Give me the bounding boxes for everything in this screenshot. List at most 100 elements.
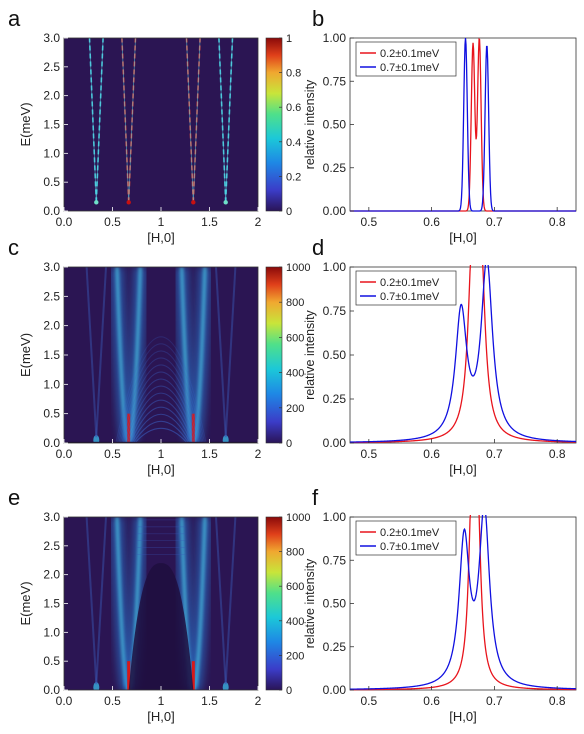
heatmap-plot-area: [64, 267, 258, 443]
x-tick-label: 2: [255, 694, 262, 708]
colorbar-tick-label: 600: [286, 581, 304, 593]
y-tick-label: 0.50: [323, 118, 347, 132]
continuum-edge: [191, 517, 207, 690]
x-tick-label: 0.0: [56, 694, 73, 708]
dispersion-branch-core: [89, 38, 97, 203]
y-tick-label: 0.5: [43, 407, 60, 421]
x-tick-label: 1: [158, 694, 165, 708]
y-tick-label: 0.25: [323, 640, 347, 654]
fringe-arc: [124, 378, 198, 443]
y-tick-label: 2.0: [43, 89, 60, 103]
y-tick-label: 0.5: [43, 654, 60, 668]
y-tick-label: 2.5: [43, 539, 60, 553]
y-tick-label: 1.0: [43, 146, 60, 160]
colorbar-tick-label: 0.8: [286, 68, 301, 80]
colorbar-tick-label: 400: [286, 616, 304, 628]
y-tick-label: 2.5: [43, 289, 60, 303]
y-axis-label: E(meV): [18, 581, 33, 625]
legend: 0.2±0.1meV 0.7±0.1meV: [355, 41, 457, 77]
y-tick-label: 0.5: [43, 175, 60, 189]
colorbar: 0 200 400 600 800 1000: [265, 262, 310, 450]
y-tick-label: 0.75: [323, 304, 347, 318]
x-tick-label: 2: [255, 215, 262, 229]
x-tick-label: 0.5: [360, 447, 377, 461]
heatmap-panel-a: 0.0 0.5 1 1.5 2 0.0 0.5 1.0 1.5 2.0 2.5 3.0 [H,0] E(m…: [8, 6, 301, 245]
y-tick-label: 3.0: [43, 510, 60, 524]
continuum-edge: [115, 267, 131, 443]
series-line-blue: [350, 265, 576, 443]
y-tick-label: 0.0: [43, 683, 60, 697]
colorbar-tick-label: 600: [286, 332, 304, 344]
y-axis-label: E(meV): [18, 333, 33, 377]
weak-branch: [95, 517, 107, 685]
colorbar-tick-label: 1000: [286, 512, 310, 524]
y-tick-label: 2.0: [43, 319, 60, 333]
line-panel-f: 0.5 0.6 0.7 0.8 0.00 0.25 0.50 0.75 1.00 [H,0] rel…: [303, 485, 577, 724]
legend-box: [355, 270, 457, 306]
x-tick-label: 1.5: [201, 694, 218, 708]
y-axis-label: E(meV): [18, 102, 33, 146]
colorbar-scale: [265, 266, 283, 444]
legend-entry: 0.7±0.1meV: [380, 291, 440, 303]
legend: 0.2±0.1meV 0.7±0.1meV: [355, 270, 457, 306]
x-tick-label: 0.6: [423, 694, 440, 708]
y-tick-label: 1.00: [323, 510, 347, 524]
x-tick-label: 0.0: [56, 447, 73, 461]
dispersion-branch-core: [121, 38, 130, 203]
legend-entry: 0.2±0.1meV: [380, 48, 440, 60]
y-axis-label: relative intensity: [303, 79, 317, 169]
weak-branch: [224, 517, 237, 685]
heatmap-panel-c: 0.0 0.5 1 1.5 2 0.0 0.5 1.0 1.5 2.0 2.5 3.0 [H,0] E(m…: [8, 235, 310, 477]
x-tick-label: 1: [158, 447, 165, 461]
y-tick-label: 1.00: [323, 260, 347, 274]
fringe-arc: [118, 350, 204, 443]
continuum-edge: [115, 517, 131, 690]
heatmap-plot-area: [85, 517, 237, 690]
x-tick-label: 0.5: [360, 215, 377, 229]
y-tick-label: 3.0: [43, 260, 60, 274]
gap-point: [126, 200, 131, 205]
panel-letter: f: [312, 485, 319, 510]
legend-entry: 0.2±0.1meV: [380, 527, 440, 539]
x-tick-label: 0.6: [423, 447, 440, 461]
y-tick-label: 0.0: [43, 436, 60, 450]
colorbar-scale: [265, 37, 283, 212]
x-tick-label: 1: [158, 215, 165, 229]
y-tick-label: 1.5: [43, 597, 60, 611]
fringe-arc: [129, 406, 193, 443]
y-tick-label: 0.75: [323, 553, 347, 567]
x-axis-label: [H,0]: [147, 462, 174, 477]
panel-letter: b: [312, 6, 324, 31]
weak-branch: [224, 267, 237, 438]
series-line-blue: [350, 515, 576, 690]
x-tick-label: 0.7: [486, 447, 503, 461]
x-tick-label: 0.8: [549, 215, 566, 229]
colorbar-tick-label: 1: [286, 33, 292, 45]
weak-branch: [85, 267, 98, 438]
weak-mode: [93, 682, 100, 690]
fringe-arc: [127, 392, 195, 443]
x-axis-label: [H,0]: [147, 230, 174, 245]
weak-branch: [85, 517, 98, 685]
colorbar-tick-label: 0.2: [286, 171, 301, 183]
y-tick-label: 0.00: [323, 436, 347, 450]
x-tick-label: 0.5: [104, 694, 121, 708]
continuum-edge: [180, 267, 195, 443]
line-panel-b: 0.5 0.6 0.7 0.8 0.00 0.25 0.50 0.75 1.00 [H,0] rel…: [303, 6, 577, 245]
colorbar-tick-label: 1000: [286, 262, 310, 274]
fringe-arc: [121, 364, 201, 443]
fringe-arc: [125, 385, 197, 443]
dispersion-branch-core: [192, 38, 201, 203]
colorbar-scale: [265, 516, 283, 691]
y-tick-label: 0.25: [323, 392, 347, 406]
y-tick-label: 0.75: [323, 74, 347, 88]
weak-mode: [222, 435, 229, 443]
y-axis-label: relative intensity: [303, 309, 317, 399]
colorbar-tick-label: 200: [286, 403, 304, 415]
weak-branch: [95, 267, 107, 438]
legend-box: [355, 520, 457, 556]
colorbar-tick-label: 800: [286, 297, 304, 309]
legend-entry: 0.2±0.1meV: [380, 277, 440, 289]
fringe-arc: [131, 413, 191, 443]
fringe-arc: [119, 357, 203, 443]
